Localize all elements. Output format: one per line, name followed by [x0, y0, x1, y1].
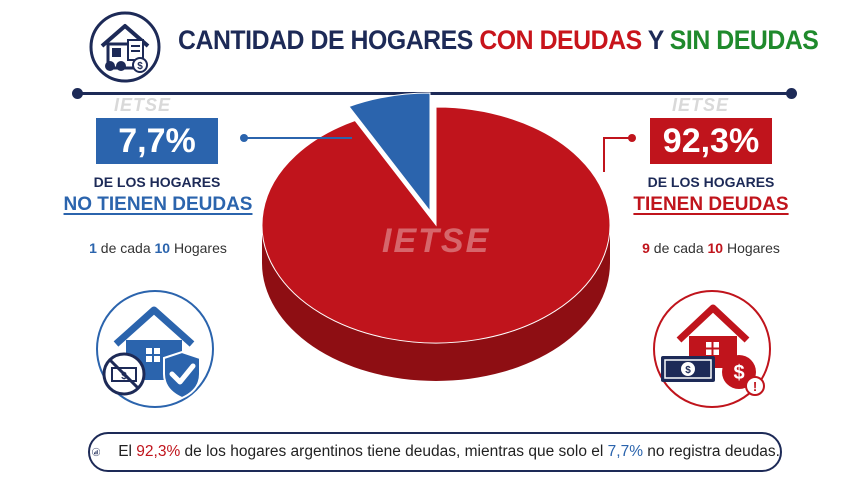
title-part-2: CON DEUDAS — [479, 25, 642, 55]
svg-text:$: $ — [121, 371, 127, 382]
no-debt-label-line1: DE LOS HOGARES — [93, 174, 221, 190]
no-debt-label-line2: NO TIENEN DEUDAS — [63, 194, 253, 215]
pie-slice-no-debt — [348, 92, 431, 213]
watermark-left: IETSE — [114, 95, 172, 115]
summary-pre: El — [118, 443, 137, 460]
debt-label-line1: DE LOS HOGARES — [647, 174, 775, 190]
debt-ratio-mid: de cada — [649, 240, 708, 256]
svg-text:$: $ — [733, 362, 744, 384]
svg-text:!: ! — [753, 379, 757, 394]
bar-chart-icon — [92, 447, 101, 457]
debt-ratio-a: 9 — [642, 240, 650, 256]
no-debt-ratio-a: 1 — [89, 240, 97, 256]
svg-text:$: $ — [137, 61, 143, 72]
summary-text: El 92,3% de los hogares argentinos tiene… — [118, 443, 780, 461]
protected-house-icon: $ — [96, 290, 214, 408]
debt-percent-badge: 92,3% — [650, 118, 772, 164]
title-part-3: Y — [641, 25, 670, 55]
no-debt-ratio-end: Hogares — [170, 240, 227, 256]
no-debt-percent-badge: 7,7% — [96, 118, 218, 164]
title-divider — [76, 92, 794, 95]
title-part-4: SIN DEUDAS — [669, 25, 819, 55]
watermark-right: IETSE — [672, 95, 730, 115]
divider-dot-left — [72, 88, 83, 99]
indebted-house-icon: $ $ ! — [653, 290, 771, 408]
debt-ratio: 9 de cada 10 Hogares — [601, 240, 821, 256]
summary-pct-no-debt: 7,7% — [607, 443, 643, 460]
debt-label-line2: TIENEN DEUDAS — [633, 194, 789, 215]
no-debt-ratio-b: 10 — [154, 240, 171, 256]
svg-text:$: $ — [685, 365, 691, 376]
title-part-1: CANTIDAD DE HOGARES — [178, 25, 480, 55]
no-debt-ratio: 1 de cada 10 Hogares — [48, 240, 268, 256]
house-finance-icon: $ — [89, 11, 161, 83]
summary-pct-debt: 92,3% — [136, 443, 181, 460]
no-debt-ratio-mid: de cada — [96, 240, 155, 256]
summary-post: no registra deudas. — [642, 443, 780, 460]
pie-slice-debt — [261, 106, 611, 344]
summary-mid: de los hogares argentinos tiene deudas, … — [180, 443, 608, 460]
pie-side-debt — [262, 225, 610, 381]
page-title: CANTIDAD DE HOGARES CON DEUDAS Y SIN DEU… — [178, 25, 819, 56]
debt-ratio-end: Hogares — [723, 240, 780, 256]
watermark-center: IETSE — [382, 222, 491, 260]
debt-ratio-b: 10 — [707, 240, 724, 256]
divider-dot-right — [786, 88, 797, 99]
summary-bar: El 92,3% de los hogares argentinos tiene… — [88, 432, 782, 472]
